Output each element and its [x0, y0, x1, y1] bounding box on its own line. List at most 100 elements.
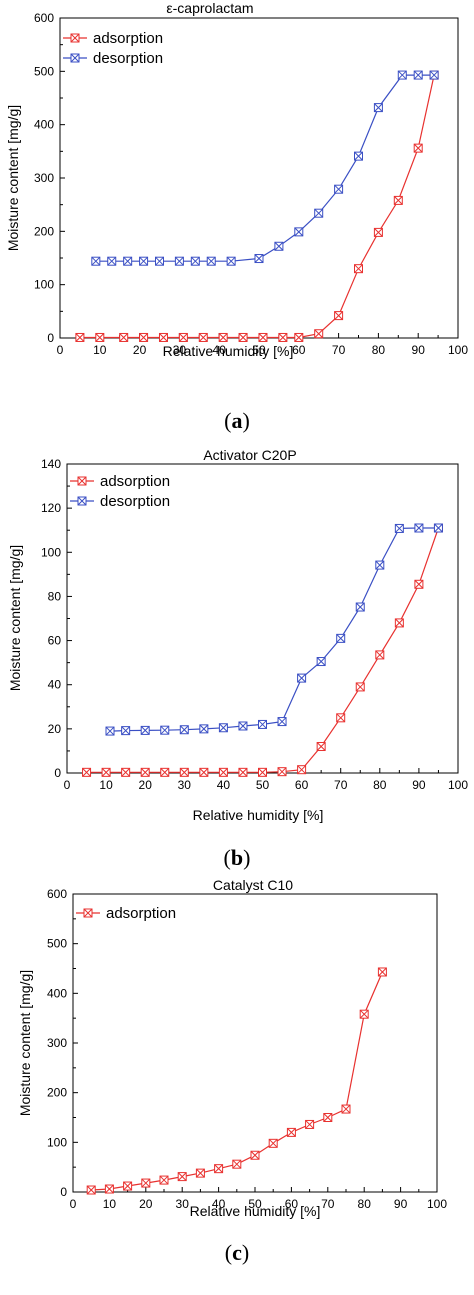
data-point	[95, 332, 105, 342]
data-point	[139, 332, 149, 342]
x-tick-label: 80	[358, 1197, 372, 1211]
y-tick-label: 400	[47, 986, 67, 1000]
y-tick-label: 300	[47, 1036, 67, 1050]
subfigure-caption: (a)	[224, 408, 250, 433]
data-point	[199, 767, 209, 777]
data-point	[258, 767, 267, 777]
x-tick-label: 100	[448, 778, 468, 792]
y-tick-label: 0	[54, 766, 61, 780]
y-tick-label: 40	[48, 678, 62, 692]
data-point	[195, 1168, 205, 1178]
data-point	[140, 725, 150, 735]
data-point	[238, 332, 248, 342]
data-point	[218, 723, 228, 733]
series-desorption	[105, 523, 443, 736]
series-line-adsorption	[86, 527, 439, 773]
data-point	[274, 241, 284, 251]
chart-1: 0 10 20 30 40 50 60 70 80 90 100 0 20 40 60 80 100 120 140…	[7, 447, 468, 870]
x-tick-label: 30	[176, 1197, 190, 1211]
x-tick-label: 0	[57, 343, 64, 357]
data-point	[254, 254, 264, 264]
data-point	[397, 70, 407, 80]
y-tick-label: 60	[48, 634, 62, 648]
data-point	[101, 767, 111, 777]
data-point	[355, 682, 365, 692]
series-desorption	[91, 70, 439, 266]
y-axis-label: Moisture content [mg/g]	[7, 545, 23, 691]
data-point	[334, 184, 344, 194]
data-point	[375, 650, 385, 660]
data-point	[232, 1159, 242, 1169]
legend-entry-adsorption: adsorption	[76, 905, 176, 922]
x-tick-label: 0	[64, 778, 71, 792]
legend-entry-desorption: desorption	[63, 50, 163, 67]
series-line-adsorption	[91, 971, 383, 1191]
data-point	[123, 256, 133, 266]
data-point	[91, 256, 101, 266]
data-point	[294, 332, 304, 342]
y-tick-label: 0	[60, 1185, 67, 1199]
legend-label: adsorption	[100, 473, 170, 490]
x-tick-label: 40	[213, 343, 227, 357]
legend-marker	[70, 33, 80, 43]
data-point	[286, 1127, 296, 1137]
legend-entry-desorption: desorption	[70, 493, 170, 510]
y-tick-label: 500	[34, 64, 54, 78]
data-point	[341, 1104, 351, 1114]
x-tick-label: 40	[217, 778, 231, 792]
x-tick-label: 80	[373, 778, 387, 792]
x-tick-label: 0	[70, 1197, 77, 1211]
data-point	[75, 332, 85, 342]
data-point	[190, 256, 200, 266]
data-point	[214, 1164, 224, 1174]
data-point	[323, 1113, 333, 1122]
x-tick-label: 50	[256, 778, 270, 792]
x-tick-label: 90	[412, 343, 426, 357]
data-point	[141, 1178, 151, 1188]
y-tick-label: 140	[41, 457, 61, 471]
subfigure-caption: (b)	[224, 845, 251, 870]
data-point	[305, 1119, 315, 1129]
data-point	[178, 332, 188, 342]
data-point	[82, 767, 92, 777]
data-point	[105, 726, 115, 736]
data-point	[158, 332, 168, 342]
data-point	[334, 311, 344, 321]
data-point	[355, 602, 365, 612]
x-axis-label: Relative humidity [%]	[190, 1203, 321, 1219]
series-line-desorption	[95, 74, 435, 262]
data-point	[174, 256, 184, 266]
y-tick-label: 500	[47, 937, 67, 951]
data-point	[268, 1138, 278, 1148]
data-point	[104, 1184, 114, 1194]
x-tick-label: 10	[103, 1197, 117, 1211]
legend-marker	[77, 496, 87, 506]
data-point	[177, 1172, 187, 1182]
x-tick-label: 70	[332, 343, 346, 357]
data-point	[121, 767, 131, 777]
x-tick-label: 90	[412, 778, 426, 792]
data-point	[199, 724, 209, 734]
x-tick-label: 60	[292, 343, 306, 357]
x-tick-label: 80	[372, 343, 386, 357]
y-axis-label: Moisture content [mg/g]	[5, 105, 21, 251]
data-point	[414, 523, 424, 533]
data-point	[119, 332, 129, 342]
data-point	[394, 523, 404, 533]
data-point	[277, 717, 287, 727]
data-point	[393, 195, 403, 205]
x-tick-label: 20	[133, 343, 147, 357]
plot-frame	[72, 893, 438, 1193]
data-point	[206, 256, 216, 266]
y-tick-label: 100	[47, 1135, 67, 1149]
data-point	[373, 103, 383, 113]
subfigure-caption: (c)	[225, 1240, 249, 1265]
legend-label: desorption	[93, 50, 163, 67]
data-point	[297, 673, 307, 683]
x-tick-label: 40	[212, 1197, 226, 1211]
data-point	[123, 1181, 133, 1191]
data-point	[218, 332, 228, 342]
caption-letter: b	[231, 845, 243, 870]
x-tick-label: 60	[285, 1197, 299, 1211]
